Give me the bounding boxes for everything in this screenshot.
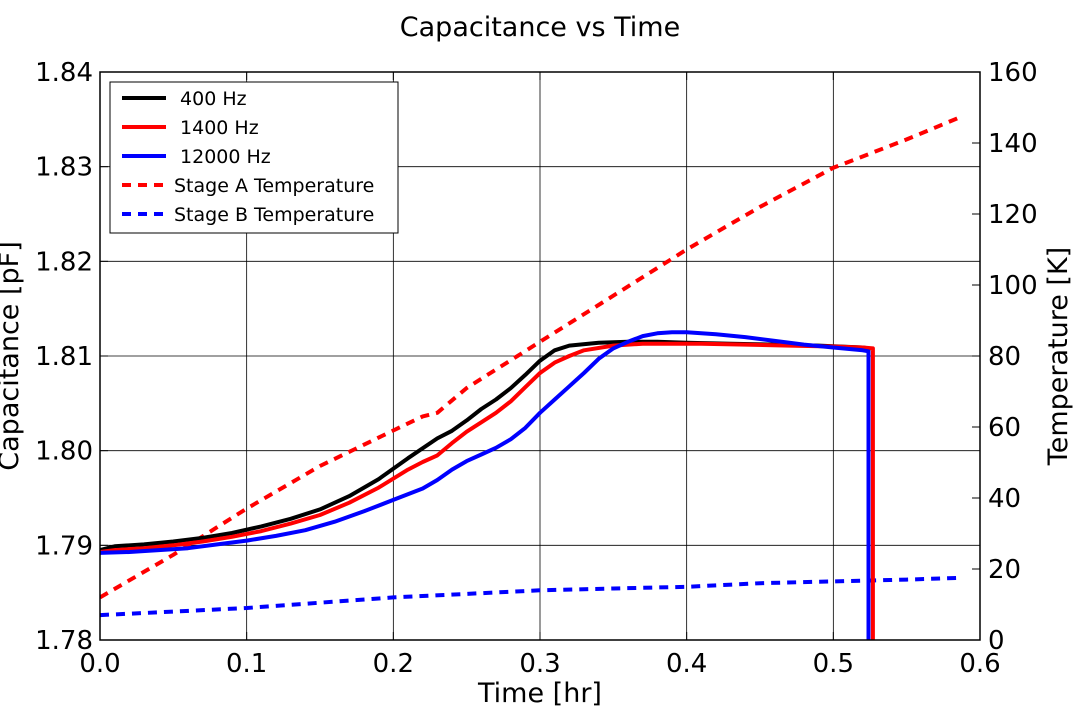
x-tick-label: 0.1 (226, 649, 267, 679)
x-axis-title: Time [hr] (477, 678, 602, 709)
legend: 400 Hz 1400 Hz 12000 Hz Stage A Temperatu… (109, 81, 399, 234)
y-tick-label: 1.82 (35, 247, 93, 277)
y2-axis-title: Temperature [K] (1043, 247, 1074, 466)
y2-tick-label: 0 (988, 626, 1005, 656)
y2-tick-label: 100 (988, 271, 1038, 301)
y2-tick-label: 140 (988, 129, 1038, 159)
y2-tick-label: 20 (988, 555, 1021, 585)
x-tick-label: 0.6 (959, 649, 1000, 679)
y-tick-label: 1.80 (35, 437, 93, 467)
x-tick-label: 0.2 (373, 649, 414, 679)
y-tick-label: 1.78 (35, 626, 93, 656)
y2-tick-label: 60 (988, 413, 1021, 443)
chart-title: Capacitance vs Time (400, 12, 680, 43)
legend-label: Stage B Temperature (174, 204, 374, 226)
y-tick-label: 1.79 (35, 531, 93, 561)
x-tick-label: 0.5 (813, 649, 854, 679)
y2-tick-label: 80 (988, 342, 1021, 372)
x-tick-label: 0.0 (79, 649, 120, 679)
series-line-2 (100, 330, 871, 640)
axis-ticks: 0.0 0.1 0.2 0.3 0.4 0.5 0.6 1.78 1.79 1.80 1.81 1.8… (35, 58, 1038, 679)
legend-label: Stage A Temperature (174, 175, 374, 197)
series-line-4 (100, 575, 959, 618)
x-tick-label: 0.4 (666, 649, 707, 679)
y-tick-label: 1.84 (35, 58, 93, 88)
y-tick-label: 1.83 (35, 153, 93, 183)
y2-tick-label: 160 (988, 58, 1038, 88)
y2-tick-label: 40 (988, 484, 1021, 514)
y-axis-title: Capacitance [pF] (0, 241, 25, 470)
legend-label: 400 Hz (174, 88, 247, 110)
y2-tick-label: 120 (988, 200, 1038, 230)
x-tick-label: 0.3 (519, 649, 560, 679)
legend-label: 1400 Hz (174, 117, 259, 139)
series-lines (100, 116, 959, 640)
y-tick-label: 1.81 (35, 342, 93, 372)
series-line-1 (100, 341, 875, 640)
legend-label: 12000 Hz (174, 146, 271, 168)
series-line-3 (100, 116, 959, 600)
